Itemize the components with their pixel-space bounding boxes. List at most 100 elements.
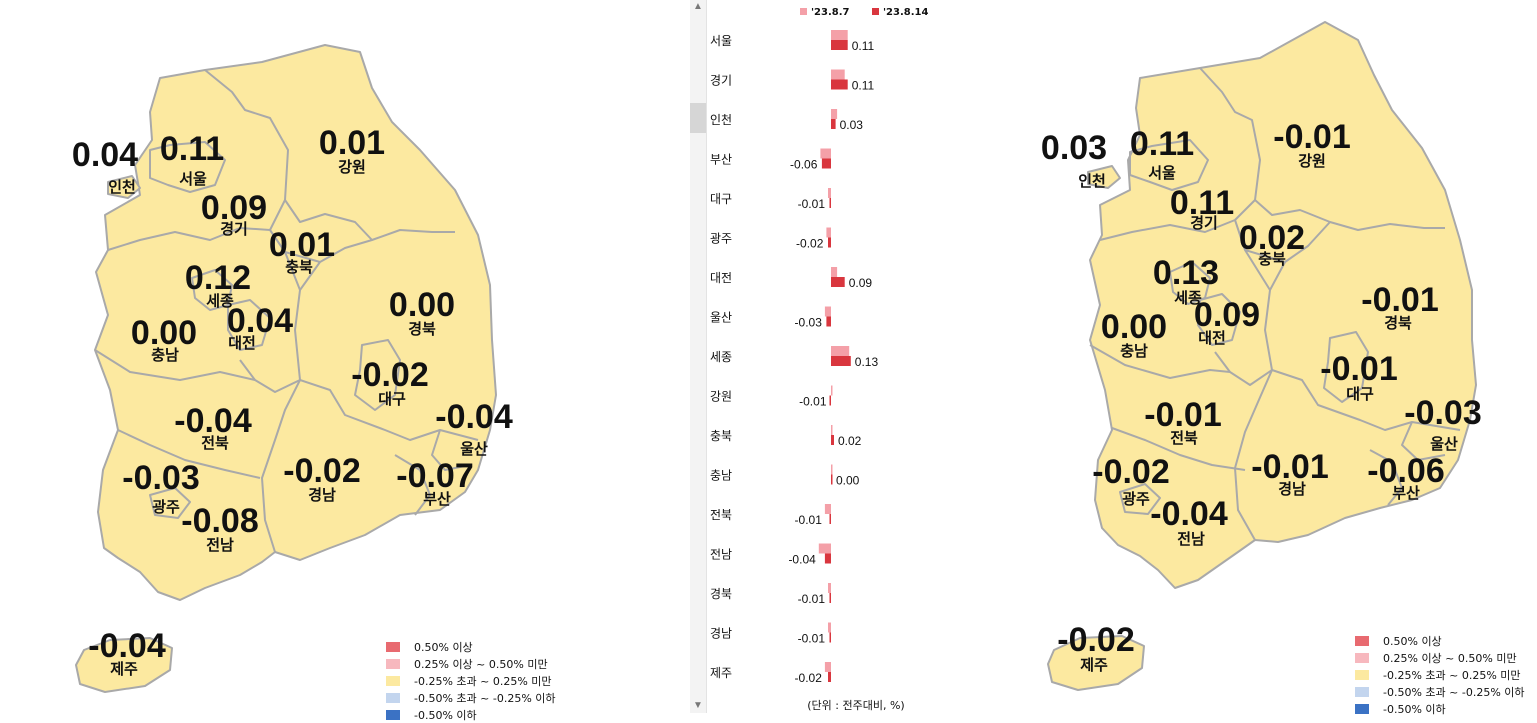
scroll-thumb[interactable] <box>690 103 706 133</box>
right-map-value-3: -0.01 <box>1273 118 1351 156</box>
bar-category-6: 광주 <box>710 232 732 246</box>
legend-swatch-5 <box>1355 703 1369 714</box>
left-map-value-17: -0.04 <box>88 627 166 665</box>
left-map-value-13: -0.03 <box>122 459 200 497</box>
bar-value-label-17: -0.02 <box>795 671 823 685</box>
right-map-value-8: -0.01 <box>1361 281 1439 319</box>
left-map-value-7: 0.04 <box>227 302 293 340</box>
legend-swatch-2 <box>1355 652 1369 663</box>
legend-item-2: 0.25% 이상 ~ 0.50% 미만 <box>1355 649 1525 666</box>
left-map-region-1: 인천 <box>108 178 136 196</box>
legend-label-1: 0.50% 이상 <box>1383 634 1442 648</box>
left-map-region-9: 충남 <box>151 346 179 364</box>
bar-curr-14 <box>824 553 831 564</box>
legend-swatch-1 <box>386 641 400 652</box>
bar-value-label-3: 0.03 <box>840 118 864 132</box>
bar-curr-16 <box>829 632 831 643</box>
bar-curr-15 <box>829 593 831 603</box>
legend-left: 0.50% 이상 0.25% 이상 ~ 0.50% 미만 -0.25% 초과 ~ 0… <box>386 638 556 723</box>
left-map-value-6: 0.12 <box>185 259 251 297</box>
left-map-region-12: 울산 <box>460 440 488 458</box>
bar-value-label-7: 0.09 <box>849 276 873 290</box>
chevron-down-icon[interactable]: ▼ <box>693 700 703 711</box>
right-map-value-12: -0.03 <box>1404 394 1482 432</box>
legend-swatch-4 <box>386 692 400 703</box>
left-map-region-15: 부산 <box>423 490 451 508</box>
bar-curr-10 <box>829 395 831 406</box>
right-map-region-16: 전남 <box>1177 530 1205 548</box>
border-chungnam-south <box>1089 344 1231 379</box>
bar-value-label-14: -0.04 <box>788 553 816 567</box>
right-map-region-12: 울산 <box>1430 435 1458 453</box>
bar-category-16: 경남 <box>710 627 732 641</box>
left-map-region-8: 경북 <box>408 320 436 338</box>
left-map-region-3: 강원 <box>338 158 366 176</box>
left-map-region-13: 광주 <box>152 498 180 516</box>
bar-legend-swatch-2 <box>872 8 879 15</box>
right-map-value-17: -0.02 <box>1057 621 1135 659</box>
legend-item-5: -0.50% 이하 <box>1355 700 1525 717</box>
border-jeonbuk-south <box>1111 427 1246 471</box>
border-seoul <box>1129 139 1209 191</box>
bar-category-15: 경북 <box>710 587 732 601</box>
border-jeonbuk-south <box>117 429 261 479</box>
bar-curr-12 <box>831 474 833 485</box>
right-map-value-15: -0.06 <box>1367 452 1445 490</box>
left-map-region-14: 경남 <box>308 486 336 504</box>
border-sejong-daejeon <box>1169 261 1241 346</box>
legend-swatch-4 <box>1355 686 1369 697</box>
left-map-value-10: -0.02 <box>351 356 429 394</box>
legend-item-3: -0.25% 초과 ~ 0.25% 미만 <box>1355 666 1525 683</box>
right-map-region-14: 경남 <box>1278 480 1306 498</box>
unit-note: (단위 : 전주대비, %) <box>807 699 904 712</box>
bar-prev-8 <box>824 306 831 317</box>
left-map-value-9: 0.00 <box>131 314 197 352</box>
left-map-value-4: 0.09 <box>201 189 267 227</box>
bar-curr-8 <box>826 316 831 327</box>
right-map-region-9: 충남 <box>1120 342 1148 360</box>
bar-curr-4 <box>821 158 831 169</box>
korea-mainland-shape <box>1089 21 1477 589</box>
bar-category-3: 인천 <box>710 112 732 127</box>
chevron-up-icon[interactable]: ▲ <box>693 1 703 12</box>
bar-category-11: 충북 <box>710 429 732 443</box>
border-gangwon <box>1199 67 1445 231</box>
left-map-value-11: -0.04 <box>174 402 252 440</box>
border-daegu <box>354 339 401 411</box>
right-map-value-2: 0.11 <box>1130 125 1194 163</box>
legend-swatch-5 <box>386 709 400 720</box>
island-jeju-shape <box>75 637 173 693</box>
bar-prev-9 <box>831 346 850 356</box>
border-sejong-daejeon <box>191 269 271 351</box>
left-map-value-1: 0.04 <box>72 136 138 174</box>
bar-prev-16 <box>828 622 831 633</box>
bar-prev-12 <box>831 464 833 475</box>
left-map-region-7: 대전 <box>228 334 256 352</box>
right-map-value-11: -0.01 <box>1144 396 1222 434</box>
bar-category-12: 충남 <box>710 469 732 483</box>
legend-label-3: -0.25% 초과 ~ 0.25% 미만 <box>1383 668 1521 682</box>
border-seoul <box>149 141 226 193</box>
island-incheon-shape <box>107 175 141 199</box>
left-map-value-14: -0.02 <box>283 452 361 490</box>
bar-value-label-11: 0.02 <box>838 434 862 448</box>
bar-category-14: 전남 <box>710 548 732 562</box>
left-map-region-5: 충북 <box>285 258 313 276</box>
legend-right: 0.50% 이상 0.25% 이상 ~ 0.50% 미만 -0.25% 초과 ~ 0… <box>1355 632 1525 717</box>
right-map-region-10: 대구 <box>1346 385 1374 403</box>
right-map-region-8: 경북 <box>1384 314 1412 332</box>
map-left-panel: 0.04 인천 0.11 서울 0.01 강원 0.09 경기 0.01 충북 0.12 세종 0.04… <box>0 0 690 722</box>
legend-label-4: -0.50% 초과 ~ -0.25% 이하 <box>1383 685 1525 699</box>
vertical-scrollbar[interactable]: ▲ ▼ <box>690 0 707 713</box>
right-map-value-6: 0.13 <box>1153 254 1219 292</box>
bar-prev-1 <box>831 30 848 40</box>
border-ulsan-busan <box>1369 421 1446 506</box>
legend-label-5: -0.50% 이하 <box>1383 702 1446 716</box>
bar-curr-13 <box>829 514 831 524</box>
legend-label-2: 0.25% 이상 ~ 0.50% 미만 <box>1383 651 1517 665</box>
bar-category-17: 제주 <box>710 666 732 680</box>
legend-item-2: 0.25% 이상 ~ 0.50% 미만 <box>386 655 556 672</box>
left-map-region-17: 제주 <box>110 660 138 678</box>
bar-category-4: 부산 <box>710 153 732 167</box>
